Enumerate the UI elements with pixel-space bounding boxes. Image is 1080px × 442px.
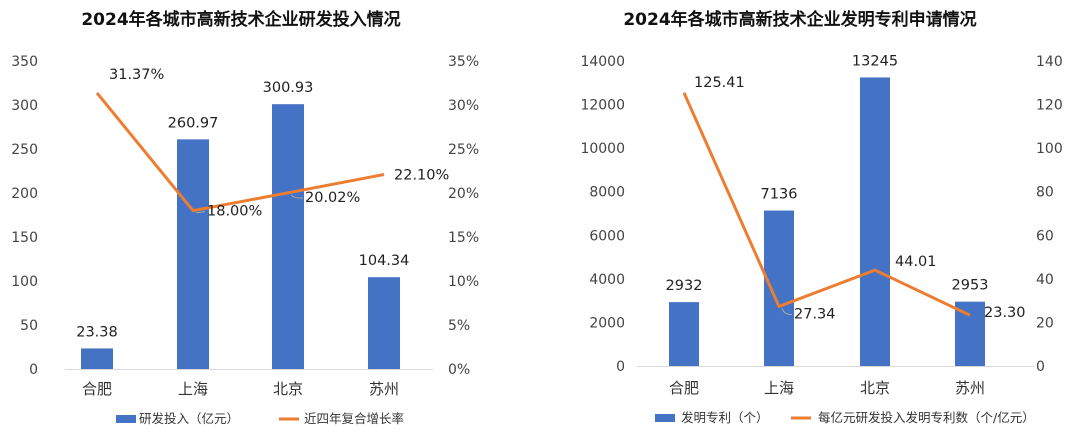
line-data-label: 18.00% — [207, 204, 262, 220]
bar-data-label: 104.34 — [359, 253, 410, 269]
x-category-label: 苏州 — [369, 380, 399, 398]
y-right-tick-label: 35% — [448, 54, 479, 70]
chart-rd-investment: 2024年各城市高新技术企业研发投入情况 0 50 100 150 200 250 300 35… — [11, 9, 479, 426]
line-data-label: 125.41 — [694, 75, 745, 91]
chart-title: 2024年各城市高新技术企业研发投入情况 — [81, 9, 400, 30]
bar-data-label: 13245 — [852, 53, 898, 69]
legend-line-label: 每亿元研发投入发明专利数（个/亿元） — [818, 410, 1035, 425]
bar-data-label: 23.38 — [76, 324, 118, 340]
chart-invention-patents: 2024年各城市高新技术企业发明专利申请情况 0 2000 4000 6000 8000 1… — [580, 9, 1062, 425]
y-right-tick-label: 25% — [448, 142, 479, 158]
y-right-tick-label: 30% — [448, 98, 479, 114]
bar-data-label: 260.97 — [168, 115, 219, 131]
y-left-tick-label: 2000 — [589, 315, 625, 331]
y-right-tick-label: 100 — [1036, 141, 1063, 157]
line-series — [95, 91, 385, 213]
y-right-tick-label: 60 — [1036, 228, 1054, 244]
y-left-tick-label: 100 — [11, 274, 38, 290]
line-data-label: 20.02% — [305, 190, 360, 206]
x-category-label: 苏州 — [955, 379, 985, 397]
line-data-label: 31.37% — [109, 67, 164, 83]
y-left-tick-label: 8000 — [589, 185, 625, 201]
bar — [81, 348, 113, 369]
bar — [860, 77, 890, 366]
y-left-tick-label: 350 — [11, 54, 38, 70]
y-left-tick-label: 50 — [20, 318, 38, 334]
line-data-label: 22.10% — [394, 168, 449, 184]
y-right-tick-label: 0 — [1036, 359, 1045, 375]
y-left-tick-label: 0 — [616, 359, 625, 375]
bar — [368, 277, 400, 369]
y-right-tick-label: 15% — [448, 230, 479, 246]
x-category-label: 上海 — [178, 380, 208, 398]
y-left-tick-label: 200 — [11, 186, 38, 202]
y-right-tick-label: 20 — [1036, 315, 1054, 331]
y-left-tick-label: 10000 — [580, 141, 625, 157]
legend-bar-label: 研发投入（亿元） — [139, 411, 239, 426]
y-left-tick-label: 14000 — [580, 54, 625, 70]
y-right-tick-label: 0% — [448, 362, 470, 378]
y-right-tick-label: 120 — [1036, 98, 1063, 114]
line-data-label: 27.34 — [794, 306, 836, 322]
y-right-tick-label: 20% — [448, 186, 479, 202]
line-series — [682, 92, 971, 317]
x-category-label: 北京 — [860, 379, 890, 397]
x-category-label: 上海 — [764, 379, 794, 397]
bar — [272, 104, 304, 369]
leader-line — [290, 194, 304, 199]
y-left-tick-label: 12000 — [580, 98, 625, 114]
bar — [955, 301, 985, 366]
legend-line-label: 近四年复合增长率 — [304, 411, 404, 426]
bar — [764, 210, 794, 366]
y-right-tick-label: 10% — [448, 274, 479, 290]
bar-data-label: 2953 — [952, 278, 989, 294]
bar-data-label: 7136 — [761, 187, 798, 203]
y-left-tick-label: 4000 — [589, 272, 625, 288]
line-data-label: 23.30 — [984, 305, 1026, 321]
x-category-label: 合肥 — [669, 379, 699, 397]
y-left-tick-label: 150 — [11, 230, 38, 246]
y-right-tick-label: 40 — [1036, 272, 1054, 288]
legend-bar-swatch — [655, 414, 675, 422]
bar-data-label: 2932 — [666, 278, 703, 294]
bar-data-label: 300.93 — [263, 80, 314, 96]
chart-title: 2024年各城市高新技术企业发明专利申请情况 — [623, 9, 976, 30]
bar — [177, 139, 209, 369]
y-right-tick-label: 80 — [1036, 185, 1054, 201]
line-data-label: 44.01 — [895, 254, 937, 270]
x-category-label: 北京 — [273, 380, 303, 398]
y-left-tick-label: 300 — [11, 98, 38, 114]
x-category-label: 合肥 — [82, 380, 112, 398]
leader-line — [781, 308, 793, 316]
legend-bar-label: 发明专利（个） — [681, 410, 769, 425]
y-left-tick-label: 0 — [29, 362, 38, 378]
bar — [669, 302, 699, 366]
legend-bar-swatch — [116, 415, 136, 423]
y-left-tick-label: 6000 — [589, 228, 625, 244]
y-right-tick-label: 140 — [1036, 54, 1063, 70]
y-left-tick-label: 250 — [11, 142, 38, 158]
leader-line — [195, 211, 206, 214]
y-right-tick-label: 5% — [448, 318, 470, 334]
